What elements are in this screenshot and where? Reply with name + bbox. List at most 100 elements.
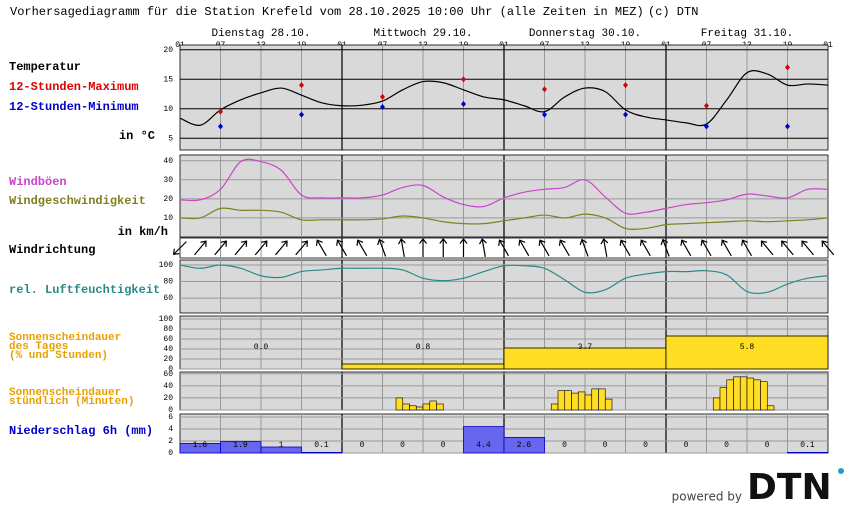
y-tick-label: 4	[168, 425, 173, 434]
wind-arrow	[459, 238, 468, 257]
sun-hour-bar	[726, 379, 734, 411]
y-tick-label: 10	[163, 214, 173, 223]
day-label: Donnerstag 30.10.	[529, 28, 641, 40]
wind-arrow	[600, 238, 609, 257]
data-line	[179, 207, 829, 230]
precip-label: 0	[603, 441, 608, 450]
wind-arrow	[760, 240, 774, 256]
wind-arrow-shape	[801, 240, 814, 256]
y-tick-label: 20	[163, 46, 173, 55]
panel-label: 12-Stunden-Minimum	[9, 100, 139, 114]
y-tick-label: 80	[163, 278, 173, 287]
precip-label: 0	[684, 441, 689, 450]
precip-label: 0	[724, 441, 729, 450]
wind-arrow	[397, 238, 406, 257]
wind-arrow-shape	[639, 239, 651, 257]
sun-hour-bar	[766, 405, 775, 411]
sun-hour-bar	[733, 376, 741, 411]
wind-arrow	[538, 239, 550, 257]
wind-arrow-shape	[741, 239, 753, 257]
sun-hour-bar	[564, 390, 572, 411]
precip-bar	[260, 446, 302, 454]
sun-hours-label: 3.7	[578, 343, 593, 352]
precip-label: 0	[562, 441, 567, 450]
precip-bar	[463, 426, 505, 454]
wind-arrow	[781, 240, 794, 256]
wind-arrow-shape	[498, 239, 510, 257]
precip-bar	[787, 451, 829, 454]
y-tick-label: 0	[168, 449, 173, 458]
temp-marker	[542, 86, 547, 93]
sun-hour-bar	[402, 403, 410, 411]
y-tick-label: 2	[168, 437, 173, 446]
y-tick-label: 40	[163, 345, 173, 354]
temp-marker	[299, 82, 304, 89]
wind-arrow-shape	[760, 240, 774, 256]
wind-arrow-shape	[781, 240, 794, 256]
wind-arrow-shape	[356, 239, 368, 257]
wind-arrow	[315, 239, 327, 257]
wind-arrow	[377, 238, 387, 257]
wind-arrow	[336, 239, 348, 257]
y-tick-label: 30	[163, 176, 173, 185]
sun-hour-bar	[409, 405, 417, 411]
panel-label: Sonnenscheindauer	[9, 332, 121, 344]
wind-arrow	[254, 240, 268, 256]
wind-arrow	[639, 239, 651, 257]
wind-arrow	[660, 238, 670, 257]
y-tick-label: 0	[168, 365, 173, 374]
wind-arrow	[234, 240, 248, 256]
sun-hour-bar	[591, 388, 599, 411]
wind-arrow-shape	[558, 239, 570, 257]
wind-arrow-shape	[478, 238, 487, 257]
y-tick-label: 10	[163, 105, 173, 114]
panel-label: Windrichtung	[9, 243, 95, 257]
temp-marker	[704, 123, 709, 130]
panel-label: stündlich (Minuten)	[9, 396, 134, 408]
wind-arrow-shape	[419, 238, 427, 257]
precip-label: 0.1	[800, 441, 815, 450]
precip-label: 0	[360, 441, 365, 450]
temp-marker	[380, 93, 385, 100]
sun-hour-bar	[436, 403, 444, 411]
temp-marker	[704, 102, 709, 109]
y-tick-label: 100	[159, 315, 174, 324]
temp-marker	[623, 111, 628, 118]
wind-arrow-shape	[172, 241, 187, 256]
temp-marker	[380, 103, 385, 110]
precip-label: 1	[279, 441, 284, 450]
precip-label: 2.6	[517, 441, 532, 450]
wind-arrow-shape	[254, 240, 268, 256]
sun-hour-bar	[577, 391, 586, 411]
data-line	[179, 158, 829, 215]
y-tick-label: 5	[168, 134, 173, 143]
panel-label: Temperatur	[9, 60, 81, 74]
sun-hours-label: 0.0	[254, 343, 269, 352]
precip-bar	[503, 436, 545, 454]
wind-arrow-shape	[600, 238, 609, 257]
sun-hour-bar	[415, 406, 424, 411]
panel-label: des Tages	[9, 341, 68, 353]
wind-arrow-shape	[397, 238, 406, 257]
wind-arrow-shape	[518, 239, 530, 257]
y-tick-label: 80	[163, 325, 173, 334]
sun-hour-bar	[395, 397, 404, 411]
logo: DTN	[747, 467, 832, 508]
y-tick-label: 20	[163, 394, 173, 403]
sun-hour-bar	[571, 392, 579, 411]
y-tick-label: 100	[159, 261, 174, 270]
temp-marker	[785, 123, 790, 130]
data-line	[179, 70, 829, 127]
y-tick-label: 0	[168, 406, 173, 415]
wind-arrow-shape	[680, 239, 692, 257]
wind-arrow	[439, 238, 448, 257]
sun-hour-bar	[550, 403, 559, 411]
logo-dot	[838, 468, 844, 474]
powered-by: powered by	[672, 490, 742, 504]
wind-arrow-shape	[214, 240, 227, 256]
sun-hour-bar	[422, 403, 431, 411]
wind-arrow-shape	[377, 238, 387, 257]
header-copyright: (c) DTN	[648, 5, 698, 19]
wind-arrow	[356, 239, 368, 257]
